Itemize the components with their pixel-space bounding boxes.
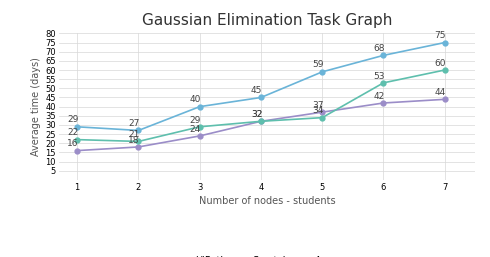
Y-axis label: Average time (days): Average time (days)	[31, 57, 41, 156]
UiPath	[319, 111, 325, 114]
Scratch	[74, 138, 80, 141]
Amazon	[442, 41, 448, 44]
Amazon	[381, 54, 387, 57]
Text: 32: 32	[251, 110, 262, 119]
Scratch	[319, 116, 325, 119]
Text: 40: 40	[190, 95, 201, 104]
Line: UiPath: UiPath	[75, 97, 447, 153]
UiPath	[381, 102, 387, 105]
Text: 44: 44	[435, 88, 446, 97]
UiPath	[74, 149, 80, 152]
Text: 32: 32	[251, 110, 262, 119]
Amazon	[319, 70, 325, 74]
Legend: UiPath, Scratch, Amazon: UiPath, Scratch, Amazon	[176, 252, 358, 257]
Text: 75: 75	[435, 31, 446, 40]
X-axis label: Number of nodes - students: Number of nodes - students	[199, 196, 335, 206]
Scratch	[135, 140, 141, 143]
Scratch	[442, 69, 448, 72]
Text: 60: 60	[435, 59, 446, 68]
Scratch	[196, 125, 203, 128]
Text: 53: 53	[373, 72, 385, 81]
Text: 21: 21	[128, 130, 140, 139]
UiPath	[196, 134, 203, 137]
Line: Scratch: Scratch	[75, 68, 447, 144]
Title: Gaussian Elimination Task Graph: Gaussian Elimination Task Graph	[142, 13, 392, 28]
Text: 37: 37	[312, 101, 323, 110]
Scratch	[258, 120, 264, 123]
Amazon	[258, 96, 264, 99]
Amazon	[196, 105, 203, 108]
UiPath	[258, 120, 264, 123]
Amazon	[135, 129, 141, 132]
Amazon	[74, 125, 80, 128]
Text: 45: 45	[251, 86, 262, 95]
Text: 24: 24	[190, 125, 201, 134]
UiPath	[135, 145, 141, 149]
Scratch	[381, 81, 387, 84]
Line: Amazon: Amazon	[75, 40, 447, 133]
Text: 18: 18	[128, 136, 140, 145]
Text: 42: 42	[373, 92, 385, 101]
Text: 29: 29	[190, 116, 201, 125]
Text: 68: 68	[373, 44, 385, 53]
Text: 27: 27	[128, 119, 140, 128]
UiPath	[442, 98, 448, 101]
Text: 16: 16	[67, 139, 78, 148]
Text: 29: 29	[67, 115, 78, 124]
Text: 34: 34	[312, 106, 323, 115]
Text: 22: 22	[67, 128, 78, 137]
Text: 59: 59	[312, 60, 323, 69]
